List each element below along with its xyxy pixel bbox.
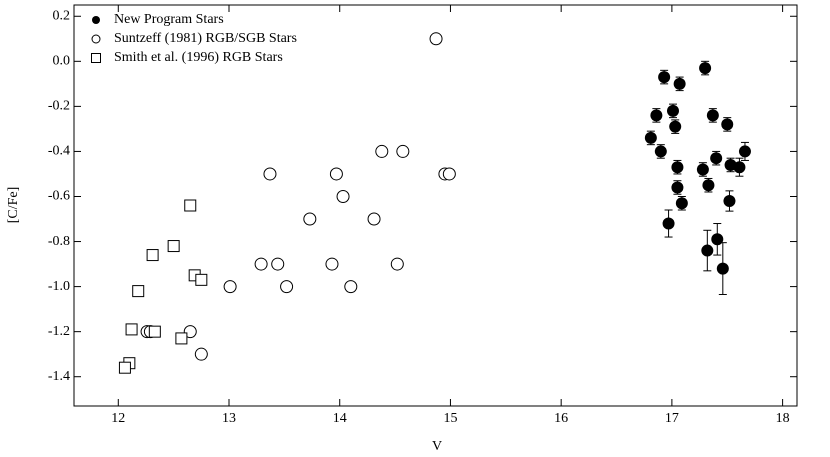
legend-marker: [92, 16, 100, 24]
point: [146, 249, 159, 262]
legend-label: Smith et al. (1996) RGB Stars: [114, 50, 283, 65]
point: [184, 199, 197, 212]
point: [118, 361, 131, 374]
y-tick-label: 0.2: [53, 8, 71, 23]
point: [125, 323, 138, 336]
point: [195, 273, 208, 286]
legend-marker: [91, 34, 101, 44]
point: [396, 144, 410, 158]
point: [271, 257, 285, 271]
point: [367, 212, 381, 226]
legend-marker: [91, 53, 101, 63]
point: [673, 77, 686, 90]
y-tick-label: -0.4: [48, 144, 70, 159]
point: [336, 189, 350, 203]
legend-label: Suntzeff (1981) RGB/SGB Stars: [114, 31, 297, 46]
point: [669, 120, 682, 133]
point: [442, 167, 456, 181]
point: [662, 217, 675, 230]
point: [254, 257, 268, 271]
y-tick-label: -0.6: [48, 189, 70, 204]
y-tick-label: -1.0: [48, 279, 70, 294]
y-axis-label: [C/Fe]: [6, 187, 21, 224]
point: [644, 131, 657, 144]
point: [721, 118, 734, 131]
point: [671, 161, 684, 174]
point: [710, 152, 723, 165]
point: [390, 257, 404, 271]
x-tick-label: 18: [776, 411, 790, 426]
point: [375, 144, 389, 158]
point: [723, 194, 736, 207]
point: [650, 109, 663, 122]
point: [711, 233, 724, 246]
point: [696, 163, 709, 176]
y-tick-label: -0.8: [48, 234, 70, 249]
y-tick-label: 0.0: [53, 54, 71, 69]
point: [223, 280, 237, 294]
point: [666, 104, 679, 117]
point: [716, 262, 729, 275]
y-tick-label: -1.2: [48, 324, 70, 339]
point: [671, 181, 684, 194]
point: [132, 285, 145, 298]
y-tick-label: -1.4: [48, 369, 70, 384]
point: [303, 212, 317, 226]
point: [325, 257, 339, 271]
point: [429, 32, 443, 46]
point: [738, 145, 751, 158]
x-tick-label: 13: [222, 411, 236, 426]
point: [675, 197, 688, 210]
point: [280, 280, 294, 294]
point: [701, 244, 714, 257]
x-tick-label: 17: [665, 411, 679, 426]
point: [733, 161, 746, 174]
point: [148, 325, 161, 338]
point: [706, 109, 719, 122]
point: [194, 347, 208, 361]
point: [699, 62, 712, 75]
point: [167, 240, 180, 253]
x-tick-label: 14: [333, 411, 347, 426]
legend-label: New Program Stars: [114, 12, 224, 27]
x-tick-label: 15: [443, 411, 457, 426]
point: [658, 71, 671, 84]
point: [175, 332, 188, 345]
point: [702, 179, 715, 192]
x-tick-label: 16: [554, 411, 568, 426]
point: [263, 167, 277, 181]
y-tick-label: -0.2: [48, 99, 70, 114]
x-tick-label: 12: [111, 411, 125, 426]
point: [344, 280, 358, 294]
plot-frame: [73, 4, 798, 407]
x-axis-label: V: [432, 439, 442, 454]
point: [329, 167, 343, 181]
point: [654, 145, 667, 158]
